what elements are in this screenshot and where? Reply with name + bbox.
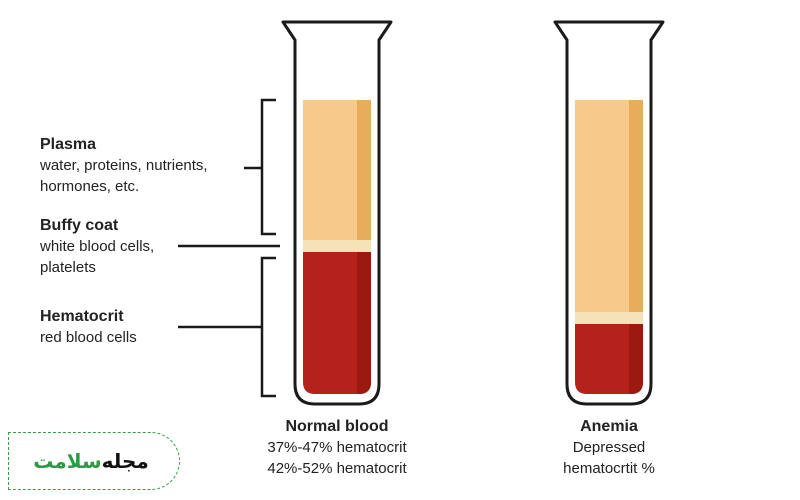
normal-plasma-shade [357, 100, 371, 240]
hematocrit-bracket [178, 256, 276, 398]
normal-tube-outline [281, 20, 393, 406]
hematocrit-label: Hematocrit red blood cells [40, 306, 137, 348]
anemia-line-2: hematocrtit % [563, 460, 655, 477]
normal-blood-title: Normal blood [285, 418, 389, 435]
normal-buffy-layer [303, 240, 371, 252]
anemia-hematocrit-shade [629, 324, 643, 394]
plasma-bracket [244, 98, 276, 236]
anemia-caption: Anemia Depressed hematocrtit % [509, 416, 709, 479]
normal-blood-caption: Normal blood 37%-47% hematocrit 42%-52% … [237, 416, 437, 479]
anemia-hematocrit-layer [575, 324, 643, 394]
normal-blood-line-1: 37%-47% hematocrit [267, 439, 407, 456]
anemia-line-1: Depressed [572, 439, 646, 456]
anemia-title: Anemia [580, 418, 638, 435]
buffy-coat-label: Buffy coat white blood cells, platelets [40, 215, 154, 278]
plasma-desc-2: hormones, etc. [40, 178, 140, 195]
magazine-logo: مجله سلامت [8, 432, 180, 490]
anemia-buffy-layer [575, 312, 643, 324]
normal-hematocrit-layer [303, 252, 371, 394]
hematocrit-desc-1: red blood cells [40, 329, 137, 346]
hematocrit-title: Hematocrit [40, 308, 124, 325]
buffy-coat-title: Buffy coat [40, 217, 119, 234]
logo-word-salamat: سلامت [33, 450, 102, 473]
normal-blood-tube [281, 20, 393, 406]
plasma-desc-1: water, proteins, nutrients, [40, 157, 208, 174]
anemia-plasma-shade [629, 100, 643, 312]
buffy-coat-desc-1: white blood cells, [40, 238, 155, 255]
plasma-title: Plasma [40, 136, 97, 153]
normal-hematocrit-shade [357, 252, 371, 394]
buffy-coat-desc-2: platelets [40, 259, 96, 276]
normal-blood-line-2: 42%-52% hematocrit [267, 460, 407, 477]
logo-word-majalleh: مجله [101, 450, 149, 473]
anemia-tube [553, 20, 665, 406]
anemia-tube-outline [553, 20, 665, 406]
plasma-label: Plasma water, proteins, nutrients, hormo… [40, 134, 208, 197]
